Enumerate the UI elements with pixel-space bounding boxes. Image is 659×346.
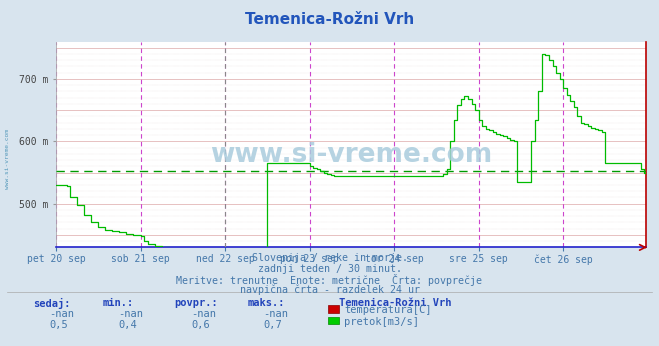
Text: pretok[m3/s]: pretok[m3/s]	[344, 317, 419, 327]
Text: sedaj:: sedaj:	[33, 298, 71, 309]
Text: -nan: -nan	[191, 309, 216, 319]
Text: 0,6: 0,6	[191, 320, 210, 330]
Text: min.:: min.:	[102, 298, 133, 308]
Text: www.si-vreme.com: www.si-vreme.com	[5, 129, 11, 189]
Text: www.si-vreme.com: www.si-vreme.com	[210, 142, 492, 168]
Text: Slovenija / reke in morje.: Slovenija / reke in morje.	[252, 253, 407, 263]
Text: 0,7: 0,7	[264, 320, 282, 330]
Text: navpična črta - razdelek 24 ur: navpična črta - razdelek 24 ur	[239, 284, 420, 295]
Text: 0,4: 0,4	[119, 320, 137, 330]
Text: -nan: -nan	[49, 309, 74, 319]
Text: -nan: -nan	[264, 309, 289, 319]
Text: povpr.:: povpr.:	[175, 298, 218, 308]
Text: -nan: -nan	[119, 309, 144, 319]
Text: 0,5: 0,5	[49, 320, 68, 330]
Text: zadnji teden / 30 minut.: zadnji teden / 30 minut.	[258, 264, 401, 274]
Text: temperatura[C]: temperatura[C]	[344, 305, 432, 315]
Text: maks.:: maks.:	[247, 298, 285, 308]
Text: Temenica-Rožni Vrh: Temenica-Rožni Vrh	[245, 12, 414, 27]
Text: Meritve: trenutne  Enote: metrične  Črta: povprečje: Meritve: trenutne Enote: metrične Črta: …	[177, 274, 482, 286]
Text: Temenica-Rožni Vrh: Temenica-Rožni Vrh	[339, 298, 452, 308]
